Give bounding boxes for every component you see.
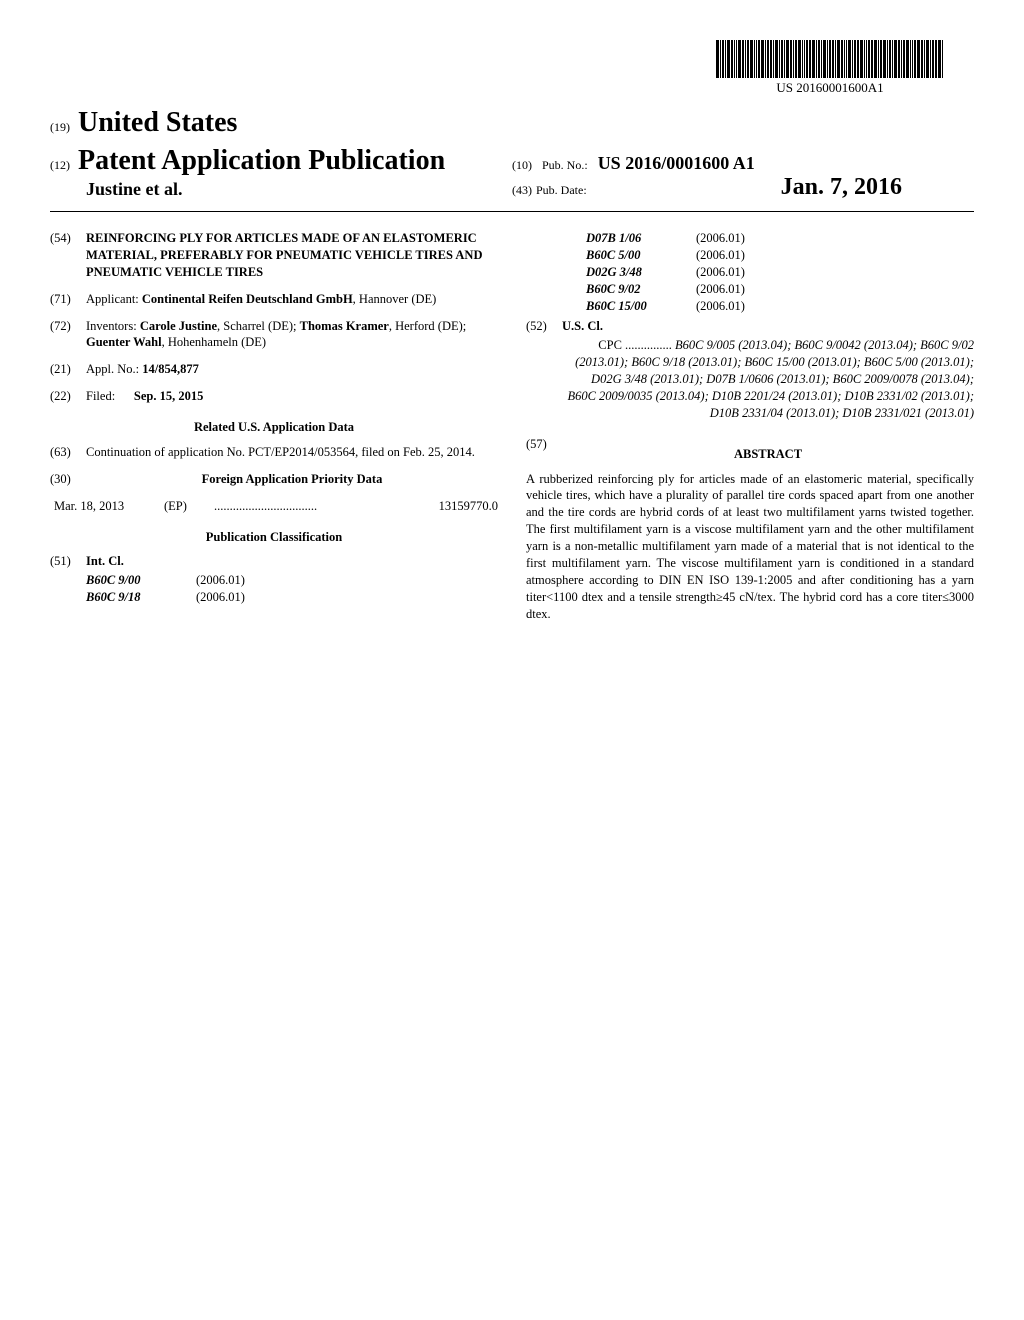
int-cl-code: B60C 9/18 — [86, 589, 196, 606]
section-72: (72) Inventors: Carole Justine, Scharrel… — [50, 318, 498, 352]
section-52: (52) U.S. Cl. — [526, 318, 974, 335]
pubno-label: Pub. No.: — [542, 158, 588, 173]
section-63-num: (63) — [50, 444, 86, 461]
applicant-label: Applicant: — [86, 292, 139, 306]
int-cl-year: (2006.01) — [196, 572, 498, 589]
pubdate-prefix: (43) — [512, 183, 532, 197]
inventor-1-rest: , Scharrel (DE); — [217, 319, 300, 333]
int-cl-code: B60C 15/00 — [586, 298, 696, 315]
int-cl-code: D02G 3/48 — [586, 264, 696, 281]
inventors-label: Inventors: — [86, 319, 137, 333]
foreign-priority-heading: Foreign Application Priority Data — [86, 471, 498, 488]
left-column: (54) REINFORCING PLY FOR ARTICLES MADE O… — [50, 230, 498, 622]
applicant-name: Continental Reifen Deutschland GmbH — [142, 292, 353, 306]
inventor-2-rest: , Herford (DE); — [389, 319, 466, 333]
applno-value: 14/854,877 — [142, 362, 199, 376]
int-cl-row: D02G 3/48 (2006.01) — [586, 264, 974, 281]
priority-row: Mar. 18, 2013 (EP) .....................… — [54, 498, 498, 515]
applicant-rest: , Hannover (DE) — [353, 292, 437, 306]
barcode: US 20160001600A1 — [716, 40, 944, 96]
section-52-num: (52) — [526, 318, 562, 335]
divider — [50, 211, 974, 212]
section-21-num: (21) — [50, 361, 86, 378]
priority-date: Mar. 18, 2013 — [54, 498, 164, 515]
priority-country: (EP) — [164, 498, 214, 515]
abstract-text: A rubberized reinforcing ply for article… — [526, 471, 974, 623]
int-cl-code: B60C 9/02 — [586, 281, 696, 298]
section-21: (21) Appl. No.: 14/854,877 — [50, 361, 498, 378]
int-cl-year: (2006.01) — [696, 298, 974, 315]
section-71: (71) Applicant: Continental Reifen Deuts… — [50, 291, 498, 308]
filed-label: Filed: — [86, 389, 115, 403]
section-51-num: (51) — [50, 553, 86, 570]
int-cl-year: (2006.01) — [696, 281, 974, 298]
section-71-num: (71) — [50, 291, 86, 308]
int-cl-label: Int. Cl. — [86, 553, 498, 570]
cpc-block: CPC ............... B60C 9/005 (2013.04)… — [562, 337, 974, 421]
pubdate: Jan. 7, 2016 — [781, 174, 902, 201]
int-cl-year: (2006.01) — [696, 264, 974, 281]
inventor-3: Guenter Wahl — [86, 335, 162, 349]
patent-page: US 20160001600A1 (19) United States (12)… — [0, 0, 1024, 662]
related-heading: Related U.S. Application Data — [50, 419, 498, 436]
int-cl-row: B60C 9/02 (2006.01) — [586, 281, 974, 298]
section-54: (54) REINFORCING PLY FOR ARTICLES MADE O… — [50, 230, 498, 281]
inventor-3-rest: , Hohenhameln (DE) — [162, 335, 266, 349]
pub-classification-heading: Publication Classification — [50, 529, 498, 546]
cpc-dots: ............... — [625, 338, 672, 352]
section-57-num: (57) — [526, 436, 562, 469]
cpc-label: CPC — [598, 338, 622, 352]
section-30-num: (30) — [50, 471, 86, 488]
header-authors: Justine et al. — [86, 179, 512, 200]
section-54-num: (54) — [50, 230, 86, 281]
section-22: (22) Filed: Sep. 15, 2015 — [50, 388, 498, 405]
int-cl-row: B60C 9/00 (2006.01) — [86, 572, 498, 589]
barcode-lines — [716, 40, 944, 78]
section-63: (63) Continuation of application No. PCT… — [50, 444, 498, 461]
us-cl-label: U.S. Cl. — [562, 318, 974, 335]
inventor-1: Carole Justine — [140, 319, 217, 333]
header-country: United States — [78, 107, 237, 138]
section-51: (51) Int. Cl. — [50, 553, 498, 570]
abstract-heading: ABSTRACT — [562, 446, 974, 463]
right-column: D07B 1/06 (2006.01) B60C 5/00 (2006.01) … — [526, 230, 974, 622]
barcode-section: US 20160001600A1 — [50, 40, 974, 97]
int-cl-row: D07B 1/06 (2006.01) — [586, 230, 974, 247]
pubno-prefix: (10) — [512, 158, 532, 173]
two-column-body: (54) REINFORCING PLY FOR ARTICLES MADE O… — [50, 230, 974, 622]
pubdate-label: Pub. Date: — [536, 183, 587, 197]
int-cl-code: D07B 1/06 — [586, 230, 696, 247]
int-cl-year: (2006.01) — [196, 589, 498, 606]
priority-dots: ................................. — [214, 498, 408, 515]
int-cl-year: (2006.01) — [696, 247, 974, 264]
int-cl-code: B60C 9/00 — [86, 572, 196, 589]
header-doc-type: Patent Application Publication — [78, 145, 445, 176]
int-cl-table-right: D07B 1/06 (2006.01) B60C 5/00 (2006.01) … — [586, 230, 974, 314]
int-cl-row: B60C 15/00 (2006.01) — [586, 298, 974, 315]
applno-label: Appl. No.: — [86, 362, 139, 376]
priority-appno: 13159770.0 — [408, 498, 498, 515]
related-text: Continuation of application No. PCT/EP20… — [86, 444, 498, 461]
section-57: (57) ABSTRACT — [526, 436, 974, 469]
pubno: US 2016/0001600 A1 — [598, 153, 755, 174]
int-cl-table-left: B60C 9/00 (2006.01) B60C 9/18 (2006.01) — [86, 572, 498, 606]
header-prefix-12: (12) — [50, 158, 70, 172]
int-cl-code: B60C 5/00 — [586, 247, 696, 264]
section-72-num: (72) — [50, 318, 86, 352]
header-prefix-19: (19) — [50, 120, 70, 134]
int-cl-row: B60C 9/18 (2006.01) — [86, 589, 498, 606]
int-cl-row: B60C 5/00 (2006.01) — [586, 247, 974, 264]
invention-title: REINFORCING PLY FOR ARTICLES MADE OF AN … — [86, 230, 498, 281]
barcode-number: US 20160001600A1 — [716, 80, 944, 96]
section-30: (30) Foreign Application Priority Data — [50, 471, 498, 488]
int-cl-year: (2006.01) — [696, 230, 974, 247]
filed-value: Sep. 15, 2015 — [134, 389, 203, 403]
header-block: (19) United States (12) Patent Applicati… — [50, 107, 974, 201]
inventor-2: Thomas Kramer — [300, 319, 389, 333]
section-22-num: (22) — [50, 388, 86, 405]
